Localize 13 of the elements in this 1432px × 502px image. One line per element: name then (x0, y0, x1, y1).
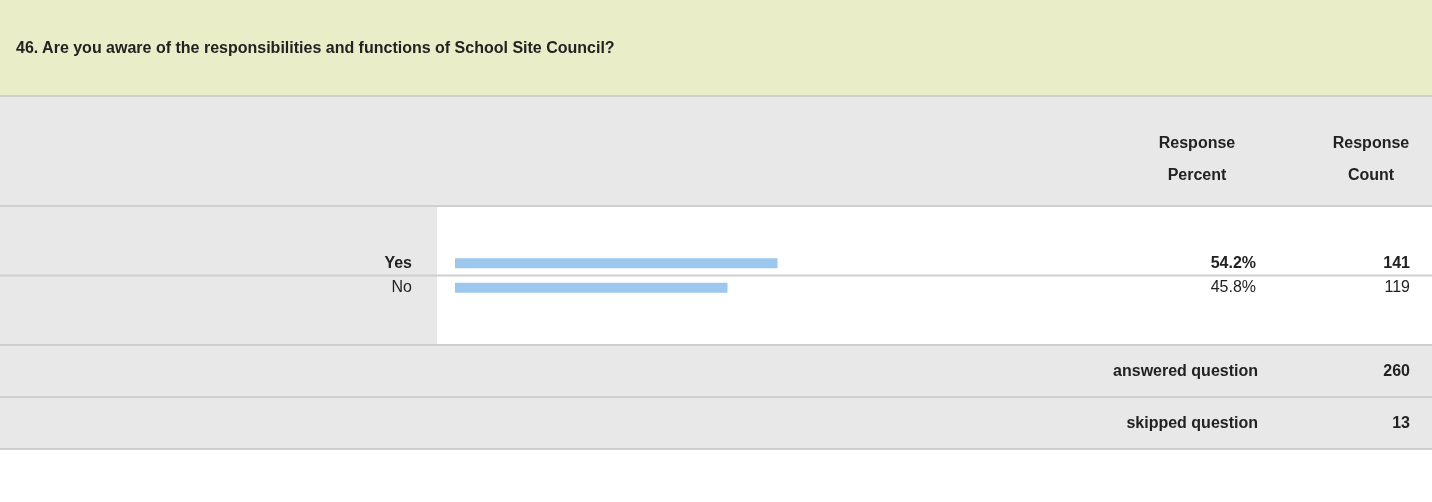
y-tick-label: No (391, 278, 413, 296)
text: 119 (1384, 278, 1411, 296)
text: 141 (1383, 253, 1411, 271)
text: 46. Are you aware of the responsibilities and functions of School Site Council? (16, 38, 615, 57)
data-label: 45.8% (1210, 278, 1256, 296)
y-tick-label: Yes (384, 253, 413, 271)
text: answered question (1113, 362, 1258, 380)
text: 260 (1383, 362, 1410, 380)
text: Response Count (1331, 133, 1411, 185)
text: skipped question (1126, 414, 1258, 432)
text: 13 (1392, 414, 1410, 432)
text: Response Percent (1157, 133, 1237, 185)
data-label: 54.2% (1210, 253, 1256, 271)
